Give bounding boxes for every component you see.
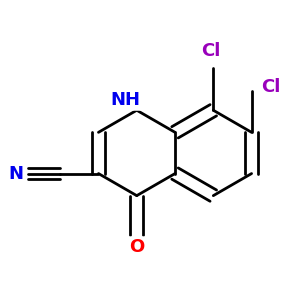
Text: O: O (129, 238, 144, 256)
Text: Cl: Cl (201, 42, 220, 60)
Text: NH: NH (110, 91, 140, 109)
Text: N: N (8, 165, 23, 183)
Text: Cl: Cl (261, 78, 280, 96)
